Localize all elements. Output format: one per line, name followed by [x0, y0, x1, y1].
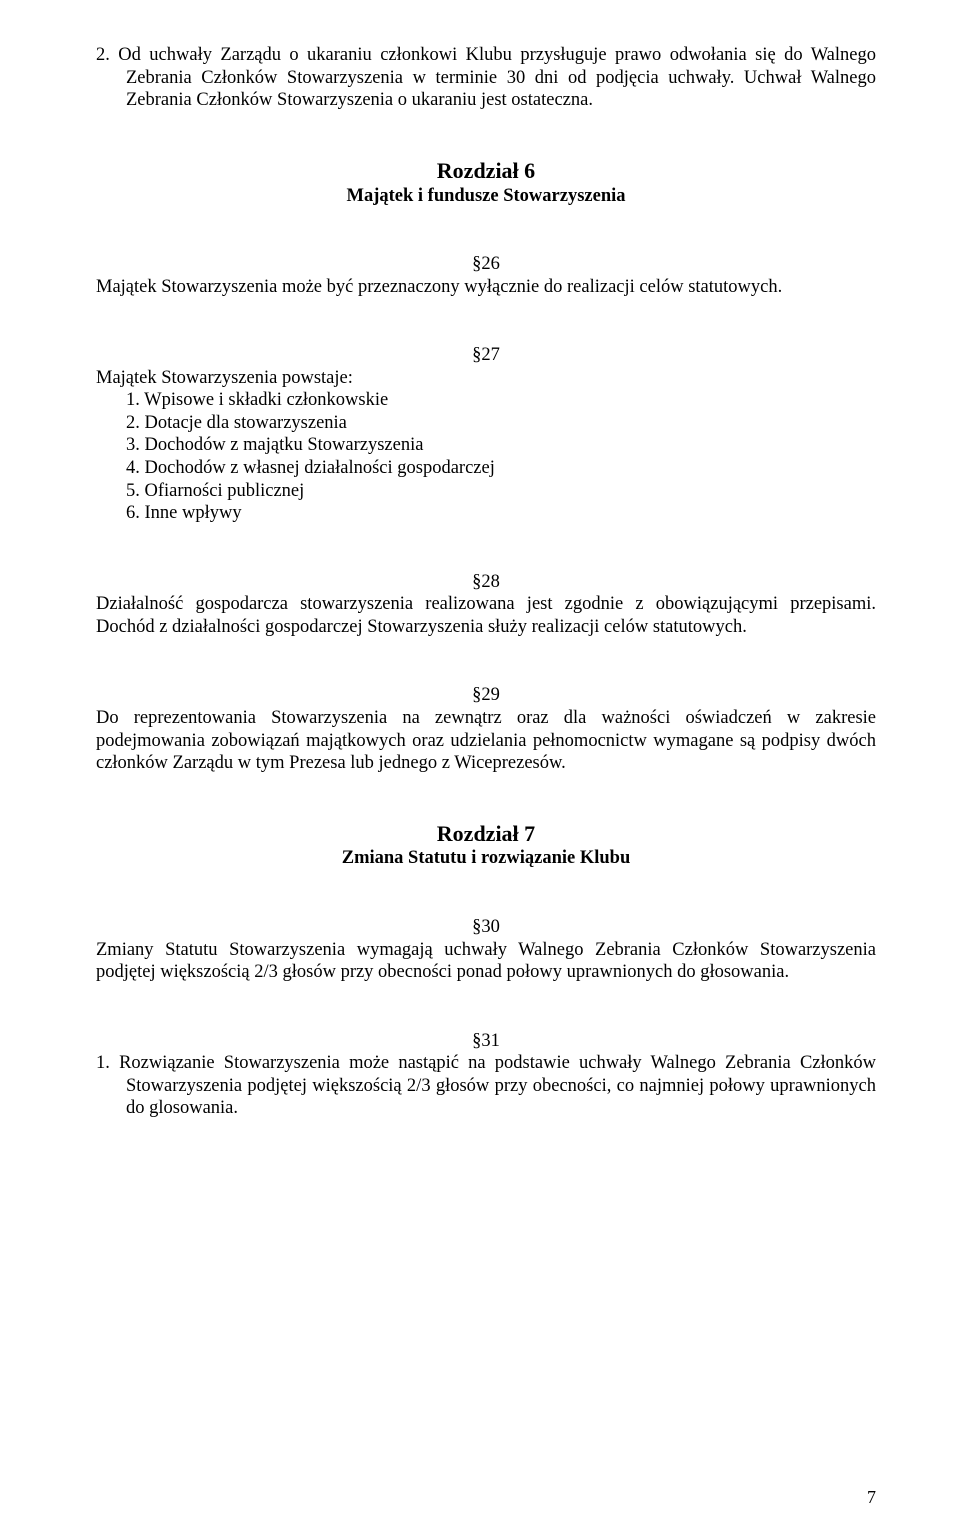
section-31-text: 1. Rozwiązanie Stowarzyszenia może nastą… — [96, 1052, 876, 1120]
section-26-number: §26 — [96, 253, 876, 276]
chapter-7-subtitle: Zmiana Statutu i rozwiązanie Klubu — [96, 847, 876, 870]
spacer — [96, 870, 876, 916]
chapter-6-subtitle: Majątek i fundusze Stowarzyszenia — [96, 185, 876, 208]
page-number: 7 — [867, 1487, 876, 1509]
list-item: 3. Dochodów z majątku Stowarzyszenia — [96, 434, 876, 457]
list-item: 1. Wpisowe i składki członkowskie — [96, 389, 876, 412]
list-item: 5. Ofiarności publicznej — [96, 480, 876, 503]
spacer — [96, 638, 876, 684]
list-item: 2. Dotacje dla stowarzyszenia — [96, 412, 876, 435]
spacer — [96, 525, 876, 571]
section-29-number: §29 — [96, 684, 876, 707]
spacer — [96, 207, 876, 253]
spacer — [96, 984, 876, 1030]
section-31-number: §31 — [96, 1030, 876, 1053]
list-item: 6. Inne wpływy — [96, 502, 876, 525]
chapter-7-title: Rozdział 7 — [96, 821, 876, 848]
list-item: 4. Dochodów z własnej działalności gospo… — [96, 457, 876, 480]
document-page: 2. Od uchwały Zarządu o ukaraniu członko… — [0, 0, 960, 1537]
section-28-text: Działalność gospodarcza stowarzyszenia r… — [96, 593, 876, 638]
section-30-text: Zmiany Statutu Stowarzyszenia wymagają u… — [96, 939, 876, 984]
spacer — [96, 112, 876, 158]
section-27-lead: Majątek Stowarzyszenia powstaje: — [96, 367, 876, 390]
section-29-text: Do reprezentowania Stowarzyszenia na zew… — [96, 707, 876, 775]
section-26-text: Majątek Stowarzyszenia może być przeznac… — [96, 276, 876, 299]
chapter-6-title: Rozdział 6 — [96, 158, 876, 185]
paragraph-2: 2. Od uchwały Zarządu o ukaraniu członko… — [96, 44, 876, 112]
spacer — [96, 298, 876, 344]
section-28-number: §28 — [96, 571, 876, 594]
spacer — [96, 775, 876, 821]
section-30-number: §30 — [96, 916, 876, 939]
section-27-number: §27 — [96, 344, 876, 367]
